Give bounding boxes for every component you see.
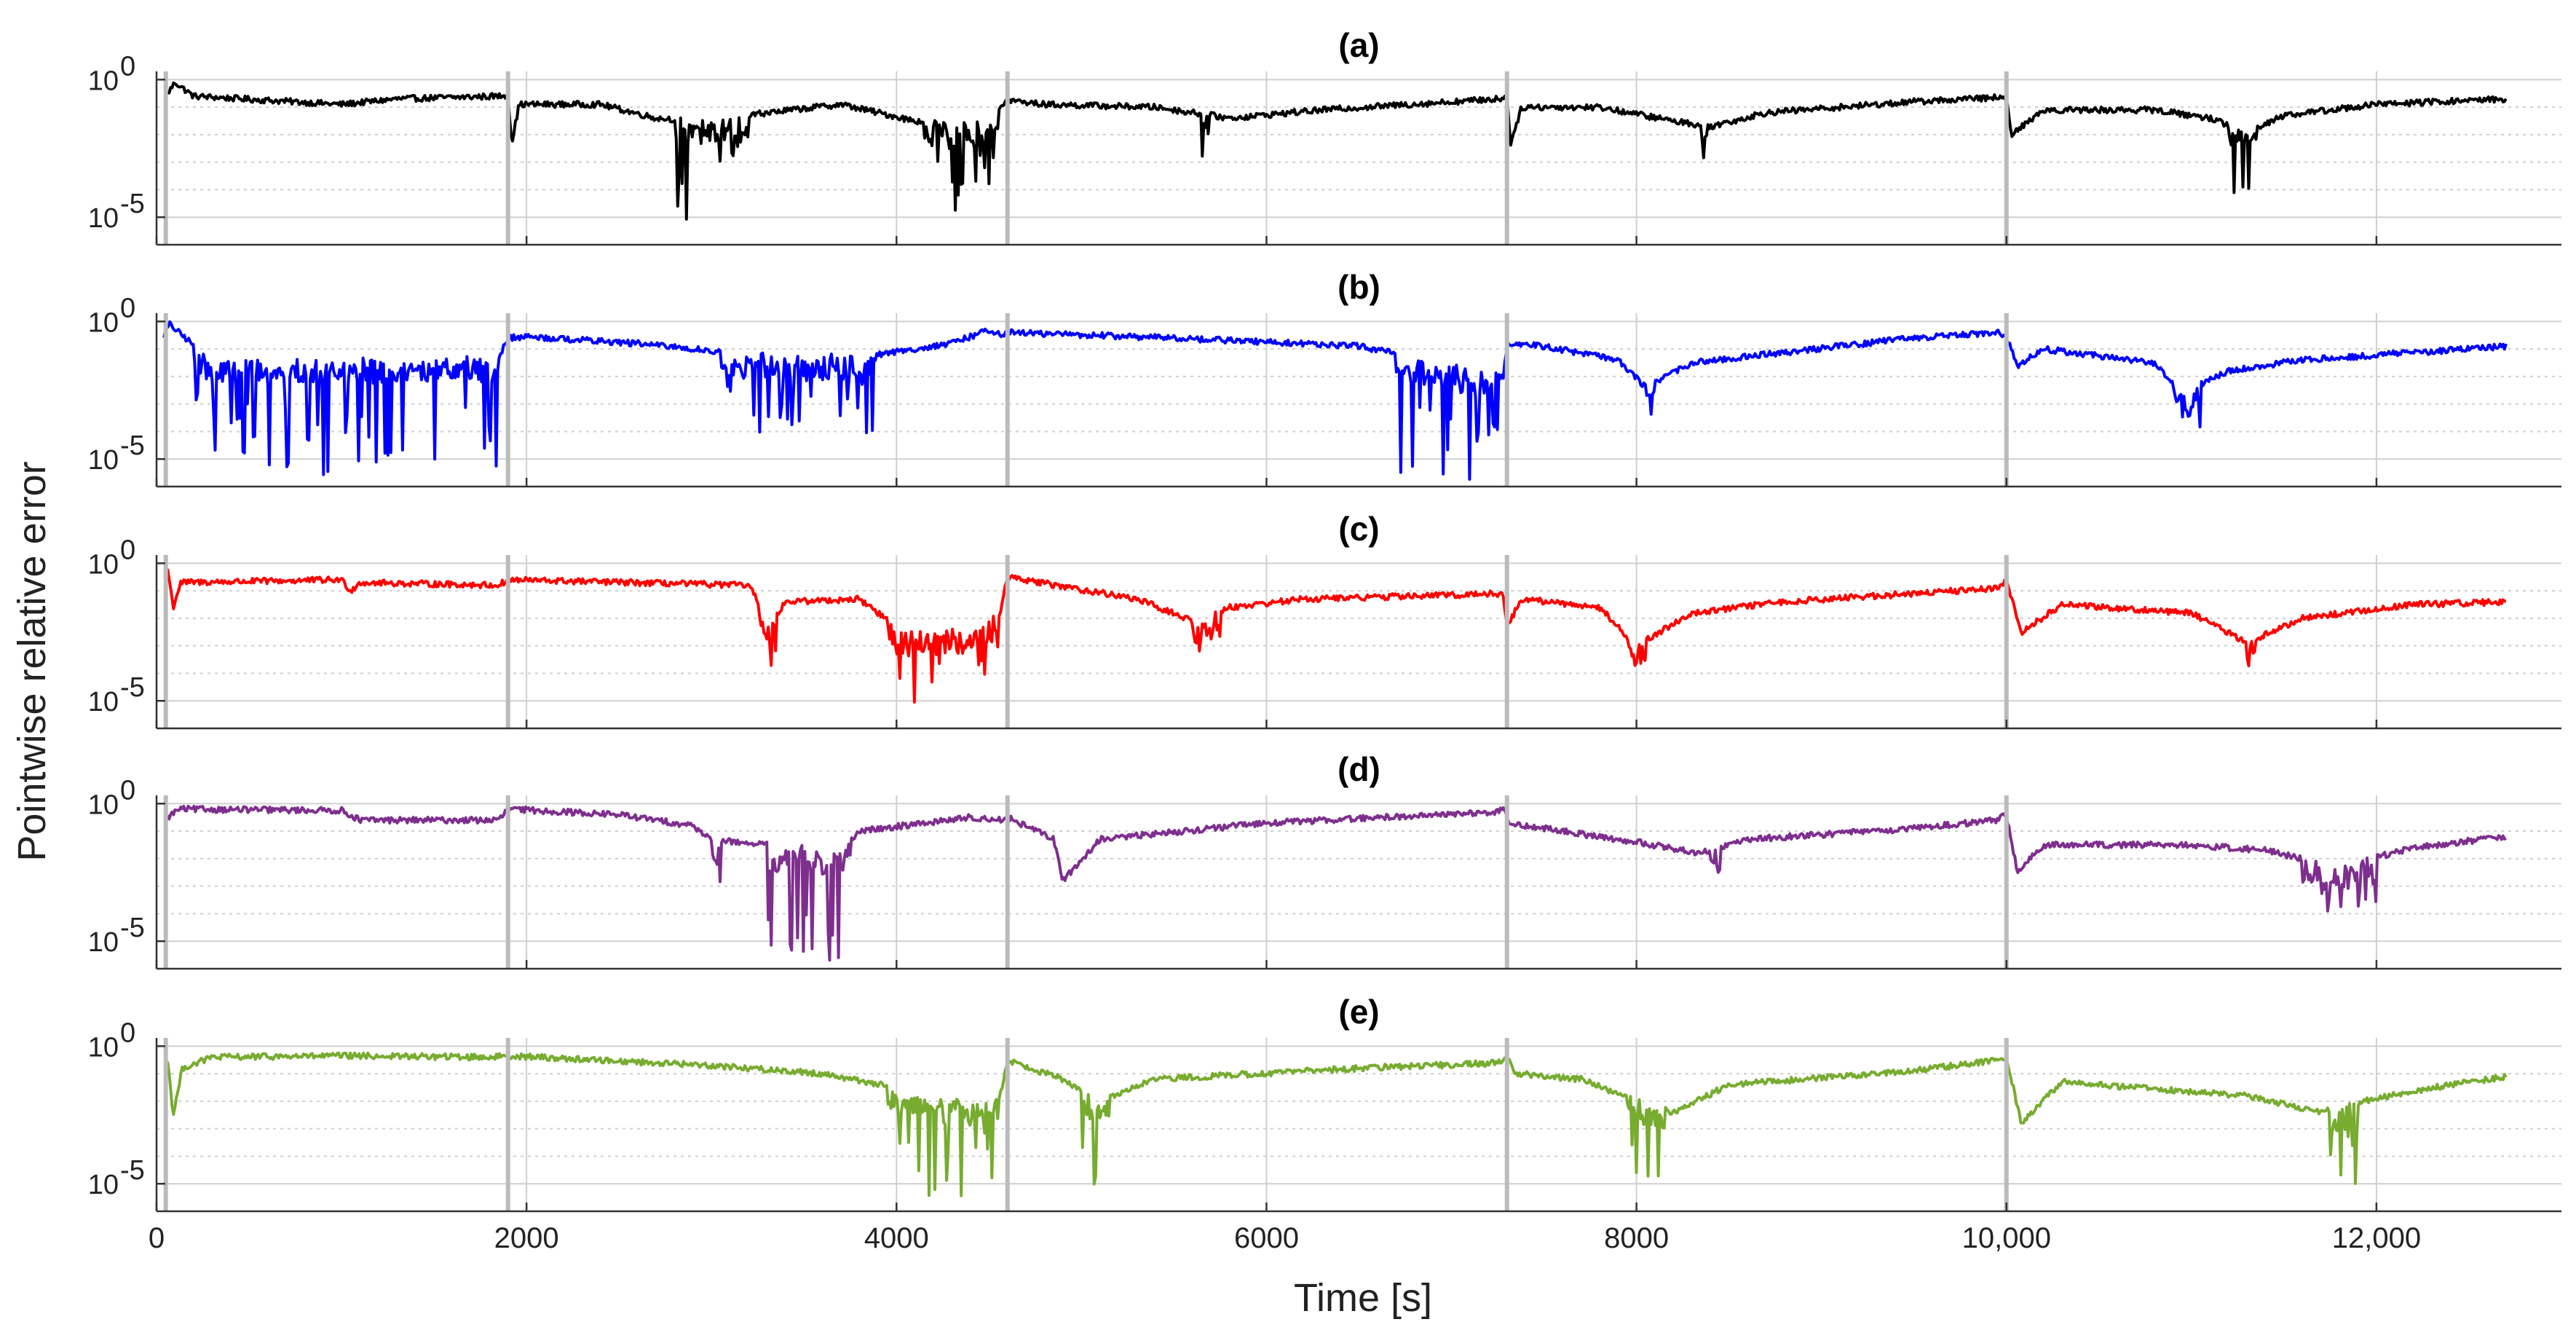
y-tick-exp-d-0: 0: [120, 775, 135, 806]
y-tick-label-a-1: 10: [88, 203, 119, 234]
series-line-c: [166, 568, 2506, 704]
panel-a: (a)10 010 -5: [88, 26, 2561, 246]
y-tick-exp-c-1: -5: [120, 672, 145, 703]
y-tick-label-d-0: 10: [88, 790, 119, 820]
x-tick-label-6: 12,000: [2332, 1222, 2421, 1254]
y-tick-exp-a-0: 0: [120, 51, 135, 82]
y-tick-label-d-1: 10: [88, 927, 119, 958]
panel-title-c: (c): [1338, 510, 1379, 548]
x-tick-label-2: 4000: [864, 1222, 929, 1254]
x-tick-label-3: 6000: [1234, 1222, 1299, 1254]
y-tick-label-e-0: 10: [88, 1032, 119, 1063]
panel-c: (c)10 010 -5: [88, 510, 2561, 730]
series-line-b: [162, 320, 2508, 481]
y-tick-exp-c-0: 0: [120, 535, 135, 565]
y-tick-exp-a-1: -5: [120, 189, 145, 219]
panel-d: (d)10 010 -5: [88, 750, 2561, 970]
y-tick-exp-b-1: -5: [120, 430, 145, 461]
panel-title-a: (a): [1338, 26, 1379, 64]
y-tick-exp-e-1: -5: [120, 1155, 145, 1186]
x-tick-label-0: 0: [149, 1222, 165, 1254]
y-tick-label-c-0: 10: [88, 549, 119, 580]
panels: (a)10 010 -5(b)10 010 -5(c)10 010 -5(d)10 010 -5…: [88, 26, 2561, 1254]
y-tick-label-b-1: 10: [88, 445, 119, 476]
panel-title-b: (b): [1338, 268, 1380, 306]
y-tick-label-e-1: 10: [88, 1170, 119, 1200]
x-tick-labels: 0 2000 4000 6000 8000 10,000 12,000: [149, 1222, 2421, 1254]
x-tick-label-4: 8000: [1604, 1222, 1669, 1254]
y-tick-exp-b-0: 0: [120, 293, 135, 323]
series-line-a: [167, 81, 2508, 221]
y-tick-label-b-0: 10: [88, 307, 119, 338]
y-axis-label: Pointwise relative error: [10, 461, 54, 861]
panel-b: (b)10 010 -5: [88, 268, 2561, 488]
y-tick-label-c-1: 10: [88, 687, 119, 717]
panel-e: (e)10 010 -5: [88, 993, 2561, 1213]
y-tick-exp-d-1: -5: [120, 913, 145, 943]
panel-title-d: (d): [1338, 750, 1380, 788]
y-tick-exp-e-0: 0: [120, 1018, 135, 1048]
y-tick-label-a-0: 10: [88, 66, 119, 96]
series-line-e: [166, 1051, 2508, 1197]
x-tick-label-5: 10,000: [1962, 1222, 2051, 1254]
series-line-d: [166, 804, 2507, 962]
x-tick-label-1: 2000: [494, 1222, 559, 1254]
x-axis-label: Time [s]: [1294, 1276, 1432, 1320]
panel-title-e: (e): [1338, 993, 1379, 1031]
